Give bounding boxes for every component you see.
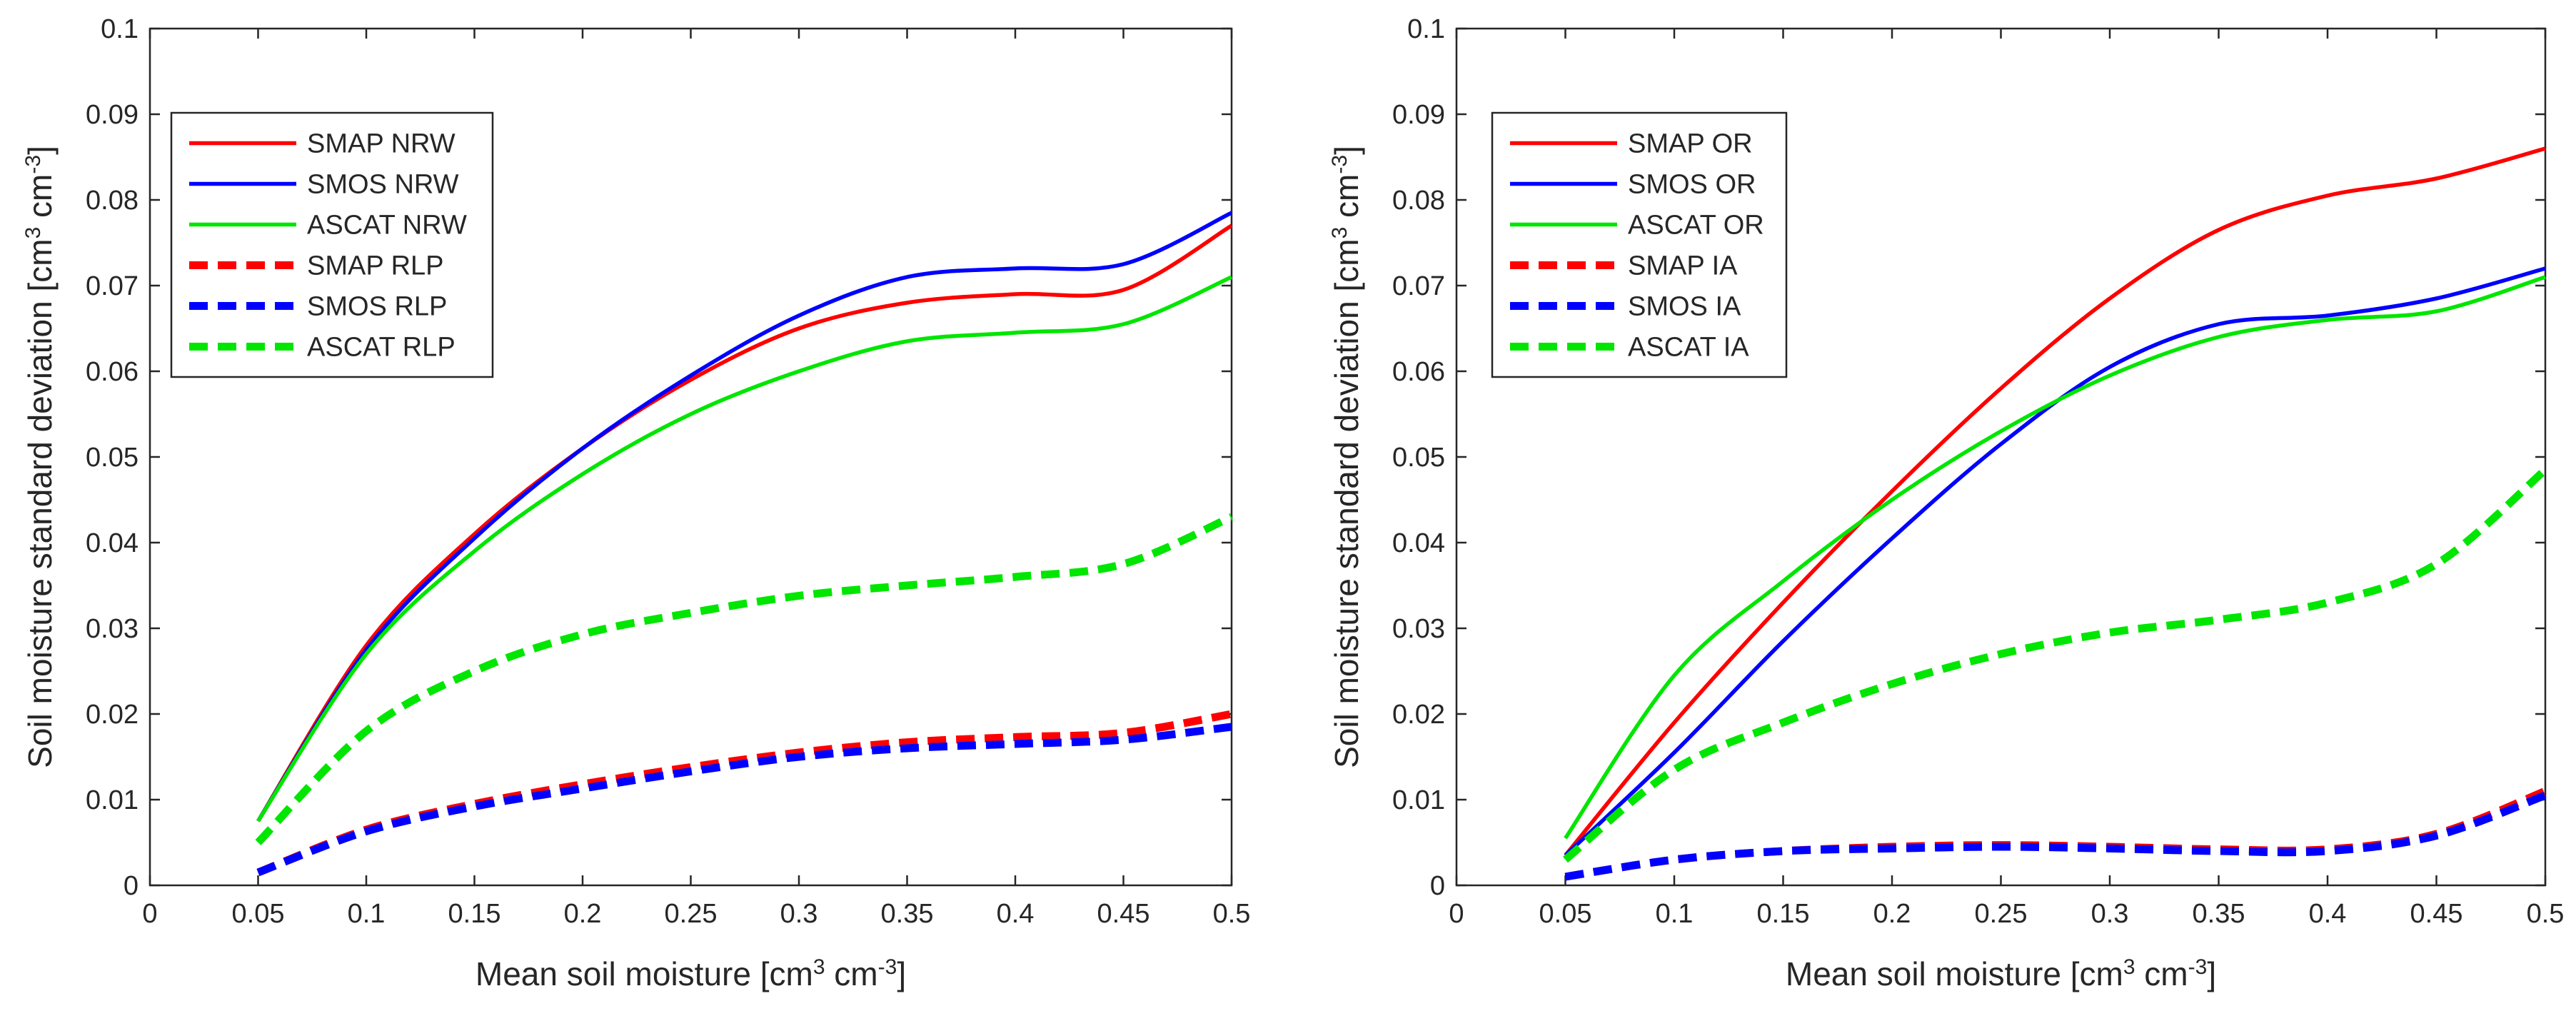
series-line-smos-ia	[1564, 791, 2547, 881]
y-tick-label: 0.04	[86, 528, 139, 558]
x-axis-label-sup1: 3	[2123, 955, 2135, 979]
series-line-ascat-nrw	[256, 275, 1233, 823]
legend-label: ASCAT RLP	[307, 333, 456, 363]
x-axis-label-suffix: ]	[897, 955, 906, 992]
y-tick-label: 0.06	[1392, 357, 1445, 387]
y-tick-label: 0.03	[86, 614, 139, 644]
x-axis-label: Mean soil moisture [cm3 cm-3]	[476, 955, 906, 993]
legend-box	[1491, 111, 1788, 378]
legend-box	[170, 111, 494, 378]
x-tick-label: 0.15	[1757, 899, 1810, 929]
y-axis-label-sup1: 3	[21, 227, 45, 239]
legend-0: SMAP NRW SMOS NRW ASCAT NRW SMAP RLP SMOS RL…	[170, 111, 494, 378]
y-tick-label: 0.01	[86, 785, 139, 815]
y-axis-label-mid: cm	[21, 174, 59, 227]
legend-label: SMAP NRW	[307, 129, 456, 159]
legend-label: ASCAT IA	[1628, 333, 1749, 363]
series-line-ascat-rlp	[255, 513, 1234, 845]
x-tick-label: 0.15	[448, 899, 501, 929]
y-tick-label: 0.02	[86, 700, 139, 730]
y-axis-label-sup1: 3	[1328, 227, 1352, 239]
y-tick-label: 0.08	[86, 186, 139, 216]
y-tick-label: 0.08	[1392, 186, 1445, 216]
left-panel: 0 0.05 0.1 0.15 0.2 0.25 0.3 0.35 0.4 0.45 0.5 0 0.0…	[21, 14, 1251, 992]
x-axis-label-sup2: -3	[878, 955, 897, 979]
legend-label: SMAP RLP	[307, 251, 443, 281]
x-tick-label: 0.35	[2193, 899, 2245, 929]
x-tick-label: 0.2	[1873, 899, 1911, 929]
right-panel: 0 0.05 0.1 0.15 0.2 0.25 0.3 0.35 0.4 0.45 0.5 0 0.0…	[1328, 14, 2565, 992]
x-axis-label-mid: cm	[2135, 955, 2188, 992]
x-tick-label: 0.4	[2309, 899, 2347, 929]
x-tick-label: 0.4	[997, 899, 1035, 929]
x-tick-label: 0.5	[2527, 899, 2565, 929]
x-axis-label-suffix: ]	[2207, 955, 2216, 992]
series-line-smap-or	[1564, 146, 2546, 857]
series-line-smos-nrw	[256, 211, 1233, 823]
y-tick-label: 0.02	[1392, 700, 1445, 730]
x-tick-label: 0.05	[232, 899, 285, 929]
legend-label: ASCAT NRW	[307, 211, 467, 241]
x-tick-label: 0.1	[1656, 899, 1694, 929]
legend-label: SMOS RLP	[307, 292, 447, 322]
series-line-smos-or	[1564, 266, 2546, 857]
series-line-smos-rlp	[256, 723, 1232, 877]
y-axis-label-mid: cm	[1328, 174, 1365, 227]
legend-1: SMAP OR SMOS OR ASCAT OR SMAP IA SMOS IA ASCA…	[1491, 111, 1788, 378]
y-tick-label: 0	[1430, 871, 1445, 901]
y-tick-label: 0.04	[1392, 528, 1445, 558]
x-axis-label-prefix: Mean soil moisture [cm	[1786, 955, 2123, 992]
y-tick-label: 0.06	[86, 357, 139, 387]
y-tick-label: 0.05	[1392, 443, 1445, 473]
x-tick-label: 0.35	[881, 899, 934, 929]
x-axis-label-prefix: Mean soil moisture [cm	[476, 955, 813, 992]
x-tick-label: 0.25	[665, 899, 718, 929]
x-tick-label: 0.05	[1539, 899, 1592, 929]
y-axis-label: Soil moisture standard deviation [cm3 cm…	[1328, 146, 1366, 768]
y-axis-label-sup2: -3	[21, 155, 45, 174]
y-tick-label: 0.09	[86, 100, 139, 130]
y-tick-label: 0.03	[1392, 614, 1445, 644]
series-line-ascat-ia	[1562, 466, 2548, 863]
x-tick-label: 0.25	[1975, 899, 2028, 929]
legend-label: ASCAT OR	[1628, 211, 1764, 241]
y-tick-label: 0	[124, 871, 139, 901]
x-tick-label: 0	[1449, 899, 1464, 929]
y-axis-label-suffix: ]	[21, 146, 59, 155]
y-axis-label-suffix: ]	[1328, 146, 1365, 155]
x-tick-label: 0.5	[1213, 899, 1251, 929]
x-tick-label: 0.45	[2410, 899, 2463, 929]
y-tick-label: 0.09	[1392, 100, 1445, 130]
legend-label: SMAP OR	[1628, 129, 1753, 159]
y-tick-label: 0.1	[101, 14, 139, 44]
x-tick-label: 0.3	[780, 899, 818, 929]
y-axis-label-prefix: Soil moisture standard deviation [cm	[1328, 238, 1365, 768]
series-line-ascat-or	[1564, 275, 2546, 840]
x-tick-label: 0.1	[348, 899, 386, 929]
y-axis-label-prefix: Soil moisture standard deviation [cm	[21, 238, 59, 768]
x-tick-label: 0.45	[1097, 899, 1150, 929]
legend-label: SMOS IA	[1628, 292, 1741, 322]
y-tick-label: 0.07	[86, 271, 139, 301]
y-tick-label: 0.05	[86, 443, 139, 473]
x-tick-label: 0	[142, 899, 157, 929]
legend-label: SMOS OR	[1628, 170, 1756, 200]
legend-label: SMOS NRW	[307, 170, 459, 200]
y-tick-label: 0.01	[1392, 785, 1445, 815]
y-tick-label: 0.07	[1392, 271, 1445, 301]
series-line-smap-nrw	[256, 223, 1233, 823]
y-axis-label: Soil moisture standard deviation [cm3 cm…	[21, 146, 59, 768]
y-axis-label-sup2: -3	[1328, 155, 1352, 174]
x-axis-label-sup1: 3	[813, 955, 825, 979]
x-tick-label: 0.2	[564, 899, 602, 929]
x-axis-label-mid: cm	[825, 955, 878, 992]
x-axis-label-sup2: -3	[2188, 955, 2208, 979]
y-tick-label: 0.1	[1407, 14, 1445, 44]
x-tick-label: 0.3	[2091, 899, 2129, 929]
legend-label: SMAP IA	[1628, 251, 1738, 281]
x-axis-label: Mean soil moisture [cm3 cm-3]	[1786, 955, 2216, 993]
